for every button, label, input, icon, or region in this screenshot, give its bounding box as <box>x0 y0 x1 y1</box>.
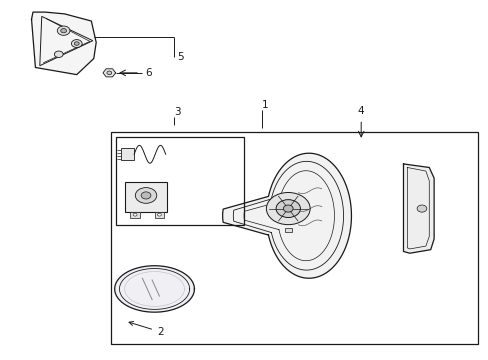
Circle shape <box>416 205 426 212</box>
Bar <box>111 132 477 344</box>
Circle shape <box>57 26 70 35</box>
Circle shape <box>107 71 112 75</box>
Circle shape <box>141 192 151 199</box>
Circle shape <box>283 205 292 212</box>
Text: 3: 3 <box>174 108 180 117</box>
Polygon shape <box>403 164 433 253</box>
Text: 6: 6 <box>144 68 151 78</box>
Circle shape <box>157 213 161 216</box>
Circle shape <box>71 40 82 48</box>
Bar <box>285 228 291 232</box>
Circle shape <box>54 51 63 58</box>
Polygon shape <box>31 12 96 75</box>
Bar <box>116 137 244 225</box>
Circle shape <box>266 193 309 225</box>
Text: 4: 4 <box>357 107 364 116</box>
Circle shape <box>135 188 157 203</box>
Bar <box>120 148 134 160</box>
Bar <box>130 212 140 217</box>
Bar <box>154 212 164 217</box>
Polygon shape <box>115 266 194 312</box>
Text: 5: 5 <box>177 52 183 62</box>
Circle shape <box>74 42 79 45</box>
Circle shape <box>61 28 66 33</box>
Polygon shape <box>103 69 116 77</box>
Circle shape <box>133 213 137 216</box>
Bar <box>125 182 166 212</box>
Polygon shape <box>222 153 351 278</box>
Circle shape <box>276 200 300 217</box>
Text: 2: 2 <box>129 321 163 337</box>
Text: 1: 1 <box>261 100 267 111</box>
